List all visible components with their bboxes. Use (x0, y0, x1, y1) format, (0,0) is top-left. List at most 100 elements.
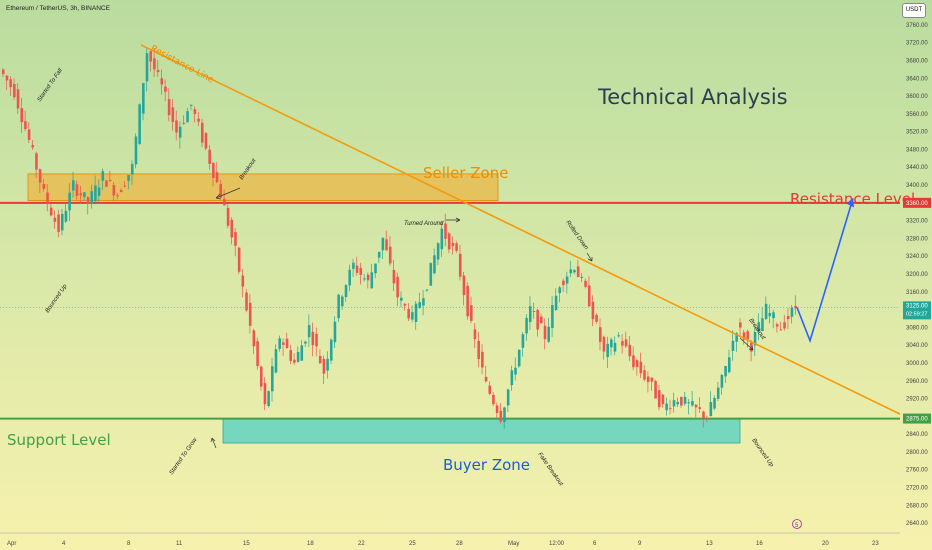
candle-body (414, 303, 418, 322)
buyer-zone-label: Buyer Zone (443, 456, 530, 474)
candle-body (311, 331, 315, 346)
candle-body (573, 270, 576, 273)
candle-body (68, 192, 71, 211)
y-tick-label: 3520.00 (906, 130, 928, 136)
candle-body (385, 239, 388, 251)
y-tick-label: 2840.00 (906, 432, 928, 438)
candle-body (672, 400, 676, 407)
candle-body (105, 180, 108, 187)
candle-body (237, 247, 241, 272)
candle-body (20, 108, 24, 123)
candle-body (259, 366, 263, 387)
resistance-trend-line[interactable] (140, 44, 901, 415)
candle-body (569, 269, 573, 274)
indicator-circle-icon[interactable]: 5 (792, 519, 802, 530)
candle-body (694, 404, 698, 408)
candle-body (621, 341, 624, 346)
x-tick-label: 13 (706, 541, 713, 547)
candle-body (130, 164, 134, 175)
support-level-label: Support Level (7, 431, 111, 449)
candle-body (525, 317, 528, 334)
y-tick-label: 2640.00 (906, 521, 928, 527)
currency-button[interactable]: USDT (902, 3, 926, 18)
candle-body (226, 207, 230, 226)
candle-body (702, 411, 705, 418)
candle-body (683, 396, 687, 404)
candle-body (363, 278, 366, 280)
candle-body (506, 389, 510, 406)
candle-body (13, 83, 16, 98)
candle-body (5, 75, 9, 81)
y-tick-label: 3080.00 (906, 325, 928, 331)
candle-body (388, 246, 392, 264)
candle-body (318, 356, 322, 364)
candle-body (661, 394, 665, 405)
y-tick-label: 3200.00 (906, 272, 928, 278)
candle-body (403, 303, 407, 306)
candle-body (49, 207, 53, 216)
candle-body (352, 262, 355, 269)
candle-body (687, 402, 691, 404)
candle-body (657, 390, 661, 408)
candle-body (458, 253, 462, 277)
projection-path[interactable] (796, 198, 854, 344)
candle-body (329, 339, 333, 361)
y-tick-label: 3240.00 (906, 254, 928, 260)
candle-body (444, 223, 447, 239)
y-tick-label: 2760.00 (906, 468, 928, 474)
x-tick-label: 4 (62, 541, 66, 547)
candle-body (447, 233, 451, 250)
candle-body (407, 308, 410, 319)
svg-text:3125.00: 3125.00 (906, 303, 928, 309)
candle-body (149, 51, 152, 62)
candle-body (716, 387, 720, 399)
candle-body (127, 175, 130, 181)
candle-body (565, 276, 569, 284)
candle-body (709, 402, 713, 417)
candle-body (79, 193, 82, 196)
candle-body (532, 310, 536, 312)
y-tick-label: 2800.00 (906, 450, 928, 456)
y-tick-label: 3000.00 (906, 361, 928, 367)
candle-body (134, 136, 138, 165)
candle-body (344, 285, 348, 297)
candle-body (341, 296, 344, 307)
candle-body (499, 410, 503, 422)
x-tick-label: 15 (243, 541, 250, 547)
candle-body (219, 184, 223, 198)
candle-body (296, 351, 300, 362)
candle-body (175, 120, 178, 133)
y-axis: 3760.00 3720.00 3680.00 3640.00 3600.00 3560.… (906, 23, 928, 527)
candle-body (528, 306, 532, 322)
y-tick-label: 3640.00 (906, 76, 928, 82)
y-tick-label: 3480.00 (906, 147, 928, 153)
candle-body (90, 191, 94, 204)
candle-body (562, 280, 565, 286)
candle-body (256, 341, 259, 366)
candle-body (492, 394, 495, 405)
candle-body (248, 302, 252, 326)
candle-body (495, 405, 499, 413)
candle-body (713, 397, 716, 409)
candle-body (429, 262, 433, 286)
x-tick-label: 9 (638, 541, 642, 547)
candle-body (794, 305, 797, 309)
candle-body (167, 99, 171, 116)
y-tick-label: 2720.00 (906, 486, 928, 492)
candle-body (263, 383, 267, 405)
candle-body (212, 162, 215, 178)
candle-body (252, 330, 256, 347)
candle-body (46, 192, 49, 205)
annotation-fake-breakout: Fake Breakout (536, 452, 563, 488)
candle-body (488, 385, 492, 394)
x-tick-label: 12:00 (549, 541, 565, 547)
candle-body (628, 344, 632, 357)
x-tick-label: 11 (176, 541, 183, 547)
breakout-2-arrow-icon (739, 337, 754, 351)
candle-body (186, 111, 189, 123)
y-tick-label: 3760.00 (906, 23, 928, 29)
candle-body (481, 351, 484, 368)
candle-body (108, 180, 112, 182)
y-tick-label: 3160.00 (906, 290, 928, 296)
